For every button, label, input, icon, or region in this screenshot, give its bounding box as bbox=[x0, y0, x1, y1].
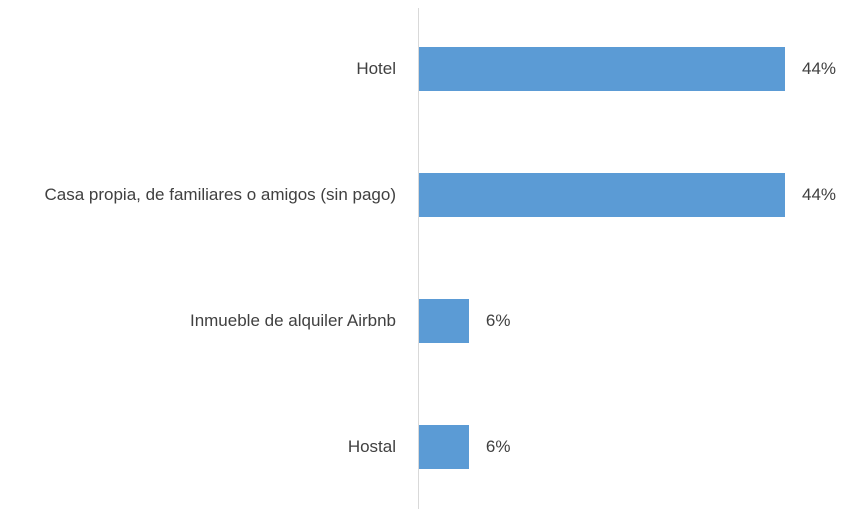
category-text: Casa propia, de familiares o amigos (sin… bbox=[44, 185, 396, 204]
bar bbox=[419, 173, 785, 217]
category-axis bbox=[418, 8, 419, 509]
category-text: Inmueble de alquiler Airbnb bbox=[189, 311, 396, 330]
category-text: Hostal bbox=[347, 437, 396, 456]
value-label: 44% bbox=[802, 59, 837, 78]
category-label: Hostal bbox=[348, 435, 396, 459]
category-label: Casa propia, de familiares o amigos (sin… bbox=[44, 183, 396, 207]
value-label: 6% bbox=[485, 311, 511, 330]
bar bbox=[419, 299, 469, 343]
bar bbox=[419, 425, 469, 469]
category-label: Inmueble de alquiler Airbnb bbox=[190, 309, 396, 333]
category-text: Hotel bbox=[356, 59, 396, 78]
category-label: Hotel bbox=[356, 57, 396, 81]
value-label: 6% bbox=[485, 437, 511, 456]
value-label: 44% bbox=[802, 185, 837, 204]
bar bbox=[419, 47, 785, 91]
